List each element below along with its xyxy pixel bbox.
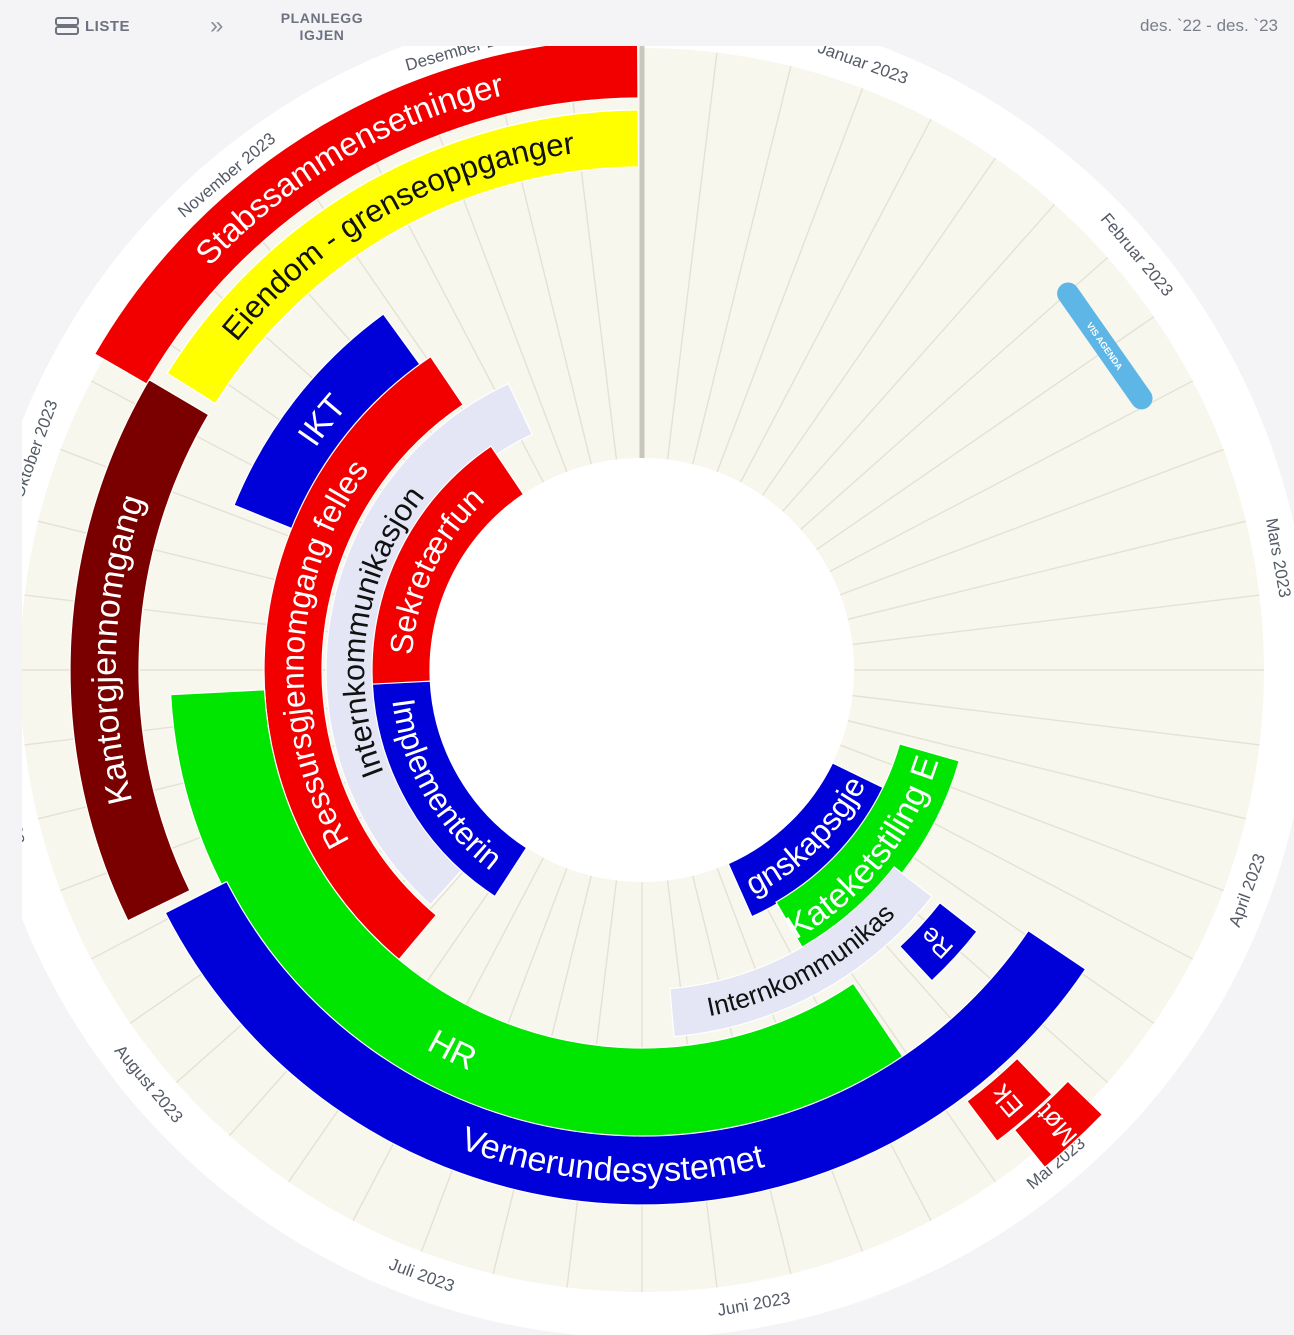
week-divider	[716, 88, 864, 473]
activity-bar[interactable]	[966, 1057, 1053, 1143]
week-divider	[782, 203, 1055, 512]
activity-bar[interactable]	[898, 901, 978, 982]
week-divider	[852, 594, 1260, 646]
week-divider	[847, 520, 1247, 620]
list-view-button[interactable]: LISTE	[55, 16, 130, 36]
wheel-center	[430, 458, 854, 882]
week-divider	[816, 316, 1155, 551]
activity-bar[interactable]	[69, 378, 210, 922]
activity-bar[interactable]	[371, 445, 525, 695]
replan-button[interactable]: PLANLEGG IGJEN	[262, 10, 382, 44]
activity-2[interactable]: Kantorgjennomgang	[69, 378, 210, 922]
week-divider	[692, 65, 792, 465]
week-divider	[839, 448, 1224, 596]
week-divider	[666, 52, 718, 460]
toolbar: LISTE » PLANLEGG IGJEN des. `22 - des. `…	[0, 0, 1294, 52]
replan-label-line1: PLANLEGG	[280, 10, 364, 26]
activity-13[interactable]: Re	[898, 901, 978, 982]
week-divider	[800, 257, 1109, 530]
replan-label-line2: IGJEN	[299, 27, 345, 43]
list-view-label: LISTE	[85, 17, 131, 35]
activity-bar[interactable]	[164, 880, 1087, 1206]
activity-bar[interactable]	[1013, 1080, 1104, 1169]
week-divider	[761, 157, 996, 496]
list-icon	[55, 17, 79, 35]
next-button[interactable]: »	[210, 12, 223, 40]
activity-14[interactable]: Ek	[966, 1057, 1053, 1143]
week-divider	[829, 380, 1194, 573]
week-divider	[739, 118, 932, 483]
week-divider	[852, 694, 1260, 746]
week-divider	[847, 720, 1247, 820]
double-chevron-right-icon: »	[210, 12, 224, 39]
period-label: des. `22 - des. `23	[1140, 16, 1278, 35]
activity-bar[interactable]	[669, 866, 933, 1038]
activity-bar[interactable]	[93, 38, 639, 385]
activity-bar[interactable]	[775, 743, 960, 957]
activity-bar[interactable]	[371, 680, 528, 898]
activity-bar[interactable]	[166, 109, 640, 405]
